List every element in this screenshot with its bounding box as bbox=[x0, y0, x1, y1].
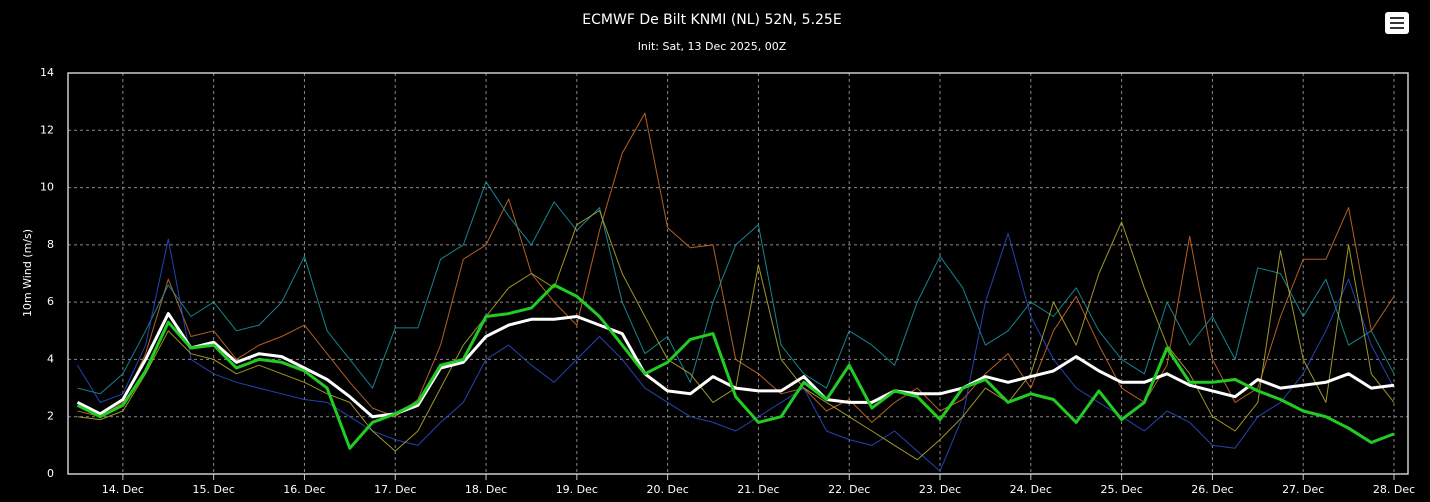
x-tick-label: 19. Dec bbox=[556, 483, 598, 496]
plot-border bbox=[67, 72, 1409, 475]
menu-button[interactable] bbox=[1385, 12, 1409, 34]
x-tick-label: 26. Dec bbox=[1191, 483, 1233, 496]
y-tick-label: 8 bbox=[47, 238, 54, 251]
x-tick-label: 18. Dec bbox=[465, 483, 507, 496]
series-line bbox=[77, 112, 1395, 423]
x-tick-label: 22. Dec bbox=[828, 483, 870, 496]
y-axis-label: 10m Wind (m/s) bbox=[21, 229, 34, 317]
series-line bbox=[77, 181, 1395, 395]
y-tick-label: 14 bbox=[40, 66, 54, 79]
y-tick-label: 10 bbox=[40, 181, 54, 194]
x-tick-label: 14. Dec bbox=[102, 483, 144, 496]
x-tick-label: 15. Dec bbox=[193, 483, 235, 496]
x-tick-label: 17. Dec bbox=[374, 483, 416, 496]
y-tick-label: 12 bbox=[40, 123, 54, 136]
chart-subtitle: Init: Sat, 13 Dec 2025, 00Z bbox=[638, 40, 787, 53]
x-tick-label: 24. Dec bbox=[1010, 483, 1052, 496]
x-tick-label: 28. Dec bbox=[1373, 483, 1415, 496]
x-tick-label: 20. Dec bbox=[646, 483, 688, 496]
y-tick-label: 0 bbox=[47, 467, 54, 480]
series-line bbox=[76, 312, 1395, 419]
x-tick-label: 27. Dec bbox=[1282, 483, 1324, 496]
x-tick-label: 21. Dec bbox=[737, 483, 779, 496]
series-line bbox=[76, 283, 1395, 450]
x-tick-label: 23. Dec bbox=[919, 483, 961, 496]
series-line bbox=[77, 232, 1395, 472]
series-line bbox=[77, 210, 1395, 461]
y-tick-label: 6 bbox=[47, 295, 54, 308]
y-tick-label: 4 bbox=[47, 352, 54, 365]
chart-title: ECMWF De Bilt KNMI (NL) 52N, 5.25E bbox=[582, 12, 841, 28]
y-tick-label: 2 bbox=[47, 410, 54, 423]
x-tick-label: 25. Dec bbox=[1100, 483, 1142, 496]
x-tick-label: 16. Dec bbox=[283, 483, 325, 496]
